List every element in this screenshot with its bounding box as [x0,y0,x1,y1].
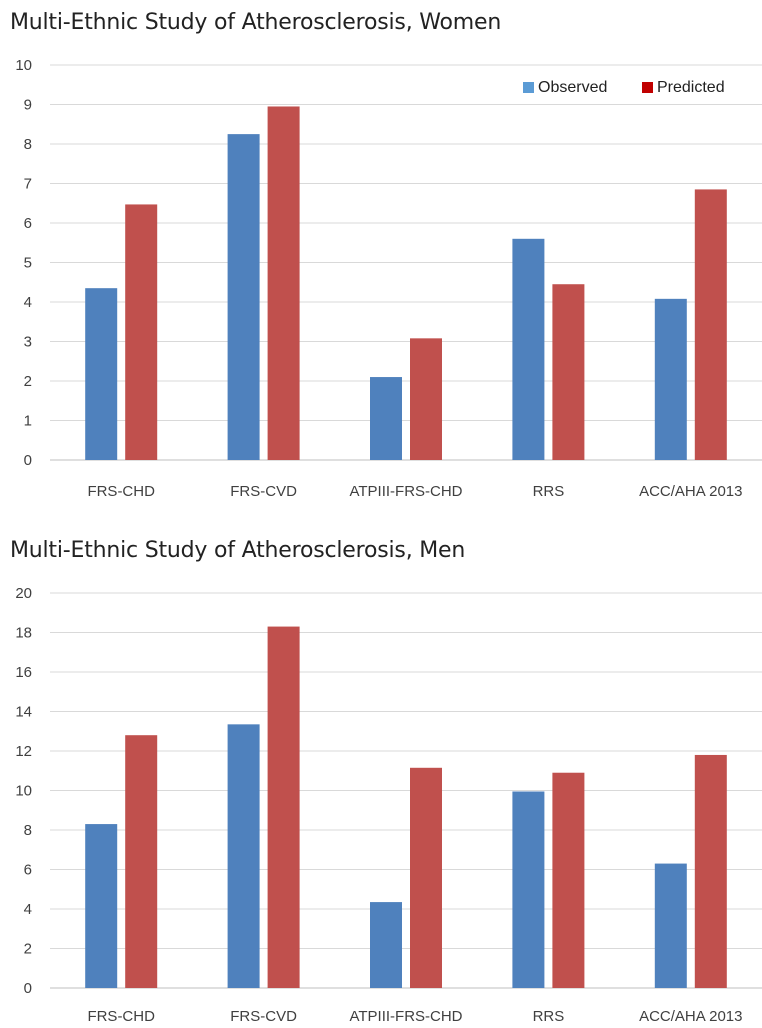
chart-title: Multi-Ethnic Study of Atherosclerosis, W… [10,10,502,35]
bar-observed [227,724,260,988]
bar-predicted [267,106,300,460]
bar-predicted [267,626,300,988]
y-tick-label: 20 [15,585,32,602]
y-tick-label: 2 [24,373,32,390]
chart-title: Multi-Ethnic Study of Atherosclerosis, M… [10,538,466,563]
x-category-label: FRS-CHD [87,483,155,500]
bar-predicted [410,338,442,460]
y-tick-label: 6 [24,215,32,232]
bar-predicted [552,284,585,460]
bar-observed [370,377,402,460]
y-tick-label: 6 [24,862,32,879]
bar-predicted [694,754,727,988]
legend-label: Predicted [657,79,725,96]
x-category-label: ACC/AHA 2013 [639,483,742,500]
bar-predicted [125,735,158,988]
y-tick-label: 9 [24,97,32,114]
x-category-label: ACC/AHA 2013 [639,1008,742,1025]
legend-swatch [642,82,653,93]
bar-predicted [694,189,727,461]
bar-observed [512,791,545,988]
x-category-label: ATPIII-FRS-CHD [349,1008,462,1025]
bar-observed [512,238,545,460]
chart-men: Multi-Ethnic Study of Atherosclerosis, M… [0,530,762,1028]
y-tick-label: 8 [24,822,32,839]
chart-plot-women: 0 1 2 3 4 5 6 7 8 9 10 FRS-CHD FRS-CVD ATPIII-FRS-CHD… [15,57,762,500]
x-category-label: FRS-CVD [230,1008,297,1025]
bar-observed [85,288,118,460]
chart-plot-men: 0 2 4 6 8 10 12 14 16 18 20 FRS-CHD FRS-CVD ATPIII-FR… [15,585,762,1025]
y-tick-label: 5 [24,255,32,272]
bar-observed [85,824,118,988]
x-category-label: RRS [533,1008,565,1025]
y-tick-label: 18 [15,625,32,642]
y-tick-label: 4 [24,901,32,918]
bar-predicted [410,767,442,988]
legend-swatch [523,82,534,93]
y-tick-label: 7 [24,176,32,193]
y-tick-label: 10 [15,57,32,74]
bar-observed [654,298,687,460]
x-category-label: RRS [533,483,565,500]
y-tick-label: 10 [15,783,32,800]
y-tick-label: 3 [24,334,32,351]
y-tick-label: 12 [15,743,32,760]
chart-women: Multi-Ethnic Study of Atherosclerosis, W… [0,0,762,505]
bar-observed [370,902,402,988]
x-category-label: FRS-CHD [87,1008,155,1025]
x-category-label: ATPIII-FRS-CHD [349,483,462,500]
bar-observed [227,134,260,460]
y-tick-label: 1 [24,413,32,430]
legend-label: Observed [538,79,607,96]
bar-predicted [125,204,158,460]
y-tick-label: 8 [24,136,32,153]
bar-observed [654,863,687,988]
bar-predicted [552,772,585,988]
y-tick-label: 16 [15,664,32,681]
y-tick-label: 14 [15,704,32,721]
y-tick-label: 4 [24,294,32,311]
y-tick-label: 2 [24,941,32,958]
y-tick-label: 0 [24,980,32,997]
x-category-label: FRS-CVD [230,483,297,500]
y-tick-label: 0 [24,452,32,469]
